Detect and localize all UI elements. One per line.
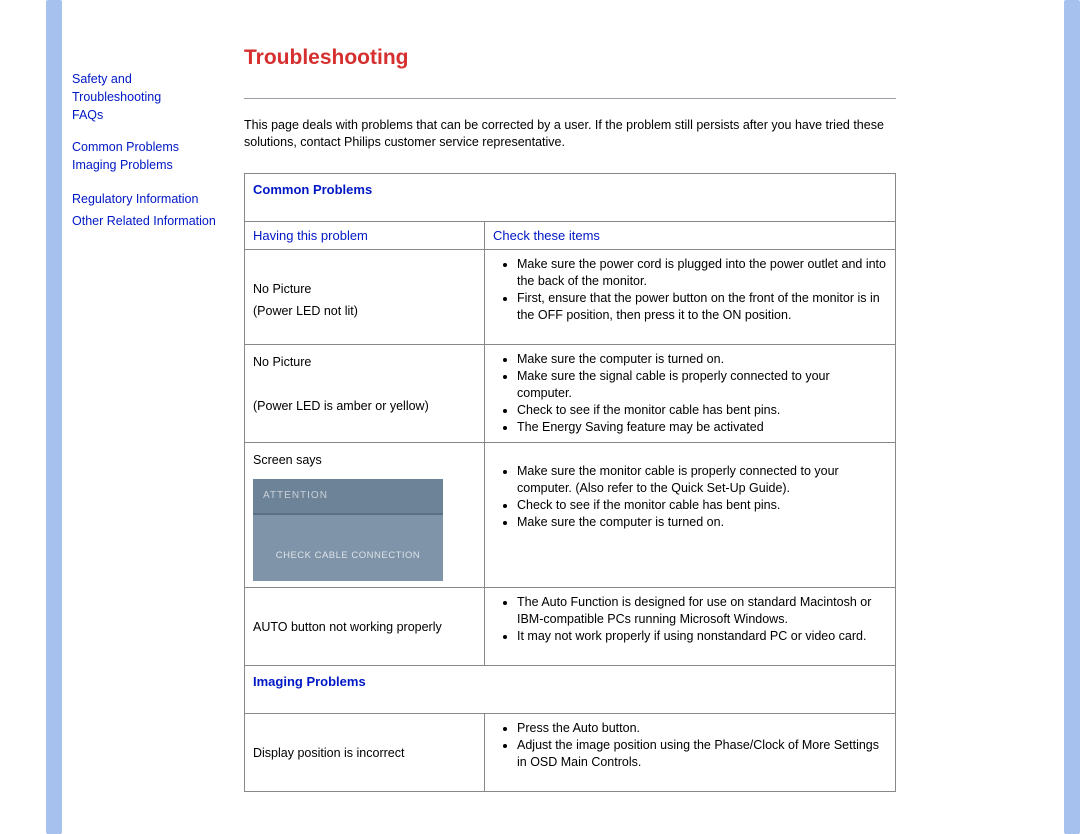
problem-text: AUTO button not working properly [253, 620, 442, 634]
main-content: Troubleshooting This page deals with pro… [238, 0, 916, 834]
nav-regulatory-information[interactable]: Regulatory Information [72, 190, 230, 208]
check-list: The Auto Function is designed for use on… [493, 594, 887, 645]
problem-text: (Power LED is amber or yellow) [253, 399, 429, 413]
sidebar: Safety and Troubleshooting FAQs Common P… [62, 0, 238, 834]
check-list: Press the Auto button. Adjust the image … [493, 720, 887, 771]
column-header-check: Check these items [493, 228, 600, 243]
check-item: Make sure the computer is turned on. [517, 514, 887, 531]
nav-imaging-problems[interactable]: Imaging Problems [72, 156, 230, 174]
section-title-common: Common Problems [253, 182, 372, 197]
check-item: The Auto Function is designed for use on… [517, 594, 887, 628]
left-accent-stripe [46, 0, 62, 834]
check-list: Make sure the monitor cable is properly … [493, 463, 887, 531]
attention-header: ATTENTION [253, 479, 443, 515]
nav-link-text: Safety and [72, 72, 132, 86]
nav-common-problems[interactable]: Common Problems [72, 138, 230, 156]
table-section-row: Imaging Problems [245, 666, 896, 714]
page-title: Troubleshooting [244, 46, 896, 70]
table-row: No Picture (Power LED not lit) Make sure… [245, 250, 896, 345]
check-item: Make sure the power cord is plugged into… [517, 256, 887, 290]
problem-text: Display position is incorrect [253, 746, 404, 760]
right-accent-stripe [1064, 0, 1080, 834]
check-item: Check to see if the monitor cable has be… [517, 402, 887, 419]
title-divider [244, 98, 896, 99]
section-title-imaging: Imaging Problems [253, 674, 366, 689]
problem-text: No Picture [253, 282, 311, 296]
troubleshooting-table: Common Problems Having this problem Chec… [244, 173, 896, 792]
check-item: Adjust the image position using the Phas… [517, 737, 887, 771]
check-item: Press the Auto button. [517, 720, 887, 737]
check-item: Make sure the signal cable is properly c… [517, 368, 887, 402]
check-list: Make sure the computer is turned on. Mak… [493, 351, 887, 436]
table-row: Screen says ATTENTION CHECK CABLE CONNEC… [245, 443, 896, 588]
check-item: The Energy Saving feature may be activat… [517, 419, 887, 436]
problem-text: No Picture [253, 355, 311, 369]
check-item: It may not work properly if using nonsta… [517, 628, 887, 645]
attention-box: ATTENTION CHECK CABLE CONNECTION [253, 479, 443, 581]
column-header-problem: Having this problem [253, 228, 368, 243]
nav-faqs[interactable]: FAQs [72, 106, 230, 124]
table-row: AUTO button not working properly The Aut… [245, 588, 896, 666]
nav-safety-troubleshooting[interactable]: Safety and Troubleshooting [72, 70, 230, 106]
problem-text: Screen says [253, 453, 322, 467]
problem-text: (Power LED not lit) [253, 304, 358, 318]
attention-body: CHECK CABLE CONNECTION [253, 515, 443, 581]
intro-paragraph: This page deals with problems that can b… [244, 117, 896, 151]
nav-link-text: Troubleshooting [72, 90, 161, 104]
check-item: Make sure the monitor cable is properly … [517, 463, 887, 497]
check-list: Make sure the power cord is plugged into… [493, 256, 887, 324]
table-header-row: Having this problem Check these items [245, 222, 896, 250]
nav-other-related-information[interactable]: Other Related Information [72, 212, 230, 230]
check-item: Make sure the computer is turned on. [517, 351, 887, 368]
check-item: Check to see if the monitor cable has be… [517, 497, 887, 514]
check-item: First, ensure that the power button on t… [517, 290, 887, 324]
table-section-row: Common Problems [245, 174, 896, 222]
table-row: Display position is incorrect Press the … [245, 714, 896, 792]
table-row: No Picture (Power LED is amber or yellow… [245, 345, 896, 443]
